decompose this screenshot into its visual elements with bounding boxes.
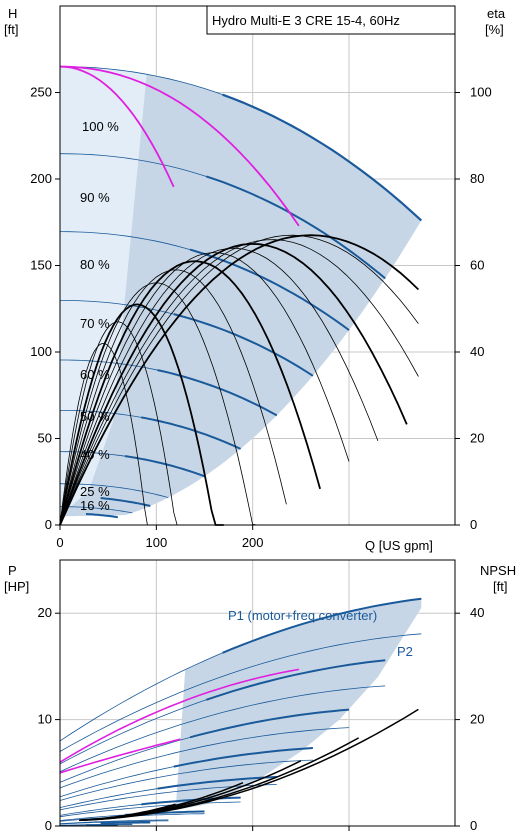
power-reference-curve-2	[59, 668, 300, 763]
power-curve-25	[100, 821, 151, 825]
power-curve-70	[173, 747, 313, 768]
head-axis-ticks: 0 50 100 150 200 250 0 20 40 60 80 100 0 100 200	[30, 85, 491, 551]
head-speed-curve-thin	[60, 506, 133, 514]
efficiency-curve	[59, 260, 321, 526]
head-speed-curve-25	[100, 497, 151, 507]
power-axis-unit: [HP]	[4, 579, 29, 594]
head-axis-label: H	[8, 6, 17, 21]
power-curve-100	[222, 597, 422, 654]
head-tick-label-left: 50	[38, 431, 52, 446]
speed-label-80: 80 %	[80, 257, 110, 272]
reference-curve-2	[59, 65, 300, 227]
p2-curve-thin	[59, 685, 386, 773]
power-axis-label: P	[8, 563, 17, 578]
npsh-axis-label: NPSH	[480, 563, 516, 578]
head-speed-curve-16	[85, 513, 118, 519]
power-curve-80	[189, 708, 350, 739]
eta-axis-label: eta	[487, 6, 506, 21]
head-tick-label-left: 0	[45, 517, 52, 532]
eta-tick-label-right: 60	[470, 258, 484, 273]
speed-labels: 100 % 90 % 80 % 70 % 60 % 50 % 40 % 25 %…	[80, 119, 119, 513]
efficiency-curve	[59, 303, 224, 526]
npsh-axis-unit: [ft]	[493, 579, 507, 594]
power-chart: 0 10 20 0 20 40 P [HP] NPSH [ft] P1 (motor+fr…	[4, 559, 516, 833]
eta-tick-label-right: 40	[470, 344, 484, 359]
power-envelope	[175, 598, 422, 810]
eta-axis-unit: [%]	[485, 22, 504, 37]
reference-curve-1	[59, 65, 175, 188]
power-reference-curve-1	[59, 738, 181, 774]
npsh-tick-label-right: 0	[470, 818, 477, 833]
head-speed-curve-40	[124, 455, 205, 478]
speed-label-50: 50 %	[80, 409, 110, 424]
eta-tick-label-right: 80	[470, 171, 484, 186]
head-speed-curve-80	[189, 248, 350, 331]
eta-tick-label-right: 100	[470, 85, 492, 100]
power-plot-frame	[59, 559, 456, 827]
npsh-tick-label-right: 20	[470, 712, 484, 727]
chart-title: Hydro Multi-E 3 CRE 15-4, 60Hz	[212, 13, 400, 28]
p2-curve-thin	[59, 759, 313, 801]
speed-label-100: 100 %	[82, 119, 119, 134]
head-curves	[59, 65, 423, 526]
p2-curve-thin	[59, 633, 422, 752]
head-tick-label-left: 150	[30, 258, 52, 273]
speed-label-60: 60 %	[80, 367, 110, 382]
efficiency-curve	[59, 239, 419, 526]
efficiency-curve	[59, 269, 287, 526]
head-tick-label-left: 200	[30, 171, 52, 186]
head-speed-curve-60	[157, 369, 278, 417]
p2-curve-thin	[59, 784, 277, 811]
head-speed-curve-70	[173, 313, 314, 377]
power-curve-90	[205, 659, 386, 701]
head-chart: 0 50 100 150 200 250 0 20 40 60 80 100 0 100 200 Hydro…	[4, 5, 506, 553]
efficiency-curve	[59, 242, 408, 526]
efficiency-curve	[59, 234, 419, 526]
power-tick-label-left: 0	[45, 818, 52, 833]
p2-curve-thin	[59, 801, 241, 818]
speed-label-16: 16 %	[80, 498, 110, 513]
head-axis-unit: [ft]	[4, 22, 18, 37]
p2-curve-thin	[59, 820, 169, 825]
head-tick-label-left: 250	[30, 85, 52, 100]
efficiency-curve	[59, 252, 350, 526]
npsh-tick-label-right: 40	[470, 605, 484, 620]
speed-label-70: 70 %	[80, 316, 110, 331]
power-curve-60	[157, 775, 277, 790]
flow-tick-label: 100	[145, 535, 167, 550]
flow-axis-label: Q [US gpm]	[365, 538, 433, 553]
p2-series-label: P2	[397, 644, 413, 659]
speed-label-90: 90 %	[80, 190, 110, 205]
power-curves	[59, 597, 422, 827]
npsh-curve	[79, 708, 419, 822]
power-curve-50	[141, 796, 241, 806]
efficiency-curve	[59, 321, 191, 526]
efficiency-curve	[59, 234, 420, 526]
speed-label-40: 40 %	[80, 447, 110, 462]
head-tick-label-left: 100	[30, 344, 52, 359]
efficiency-curve	[59, 282, 258, 526]
eta-tick-label-right: 0	[470, 517, 477, 532]
head-envelope-light-area	[60, 66, 147, 517]
chart-title-box	[206, 5, 456, 35]
flow-tick-label: 200	[242, 535, 264, 550]
flow-tick-label: 0	[56, 535, 63, 550]
p2-curve-thin	[59, 727, 350, 789]
power-tick-label-left: 20	[38, 605, 52, 620]
power-envelope-area	[175, 598, 422, 810]
power-tick-label-left: 10	[38, 712, 52, 727]
eta-tick-label-right: 20	[470, 431, 484, 446]
head-speed-curve-100	[222, 93, 423, 222]
speed-label-25: 25 %	[80, 484, 110, 499]
head-speed-curve-90	[205, 175, 386, 280]
efficiency-curve	[59, 247, 379, 526]
p1-series-label: P1 (motor+freq.converter)	[228, 608, 377, 623]
power-axis-ticks: 0 10 20 0 20 40	[38, 605, 485, 833]
